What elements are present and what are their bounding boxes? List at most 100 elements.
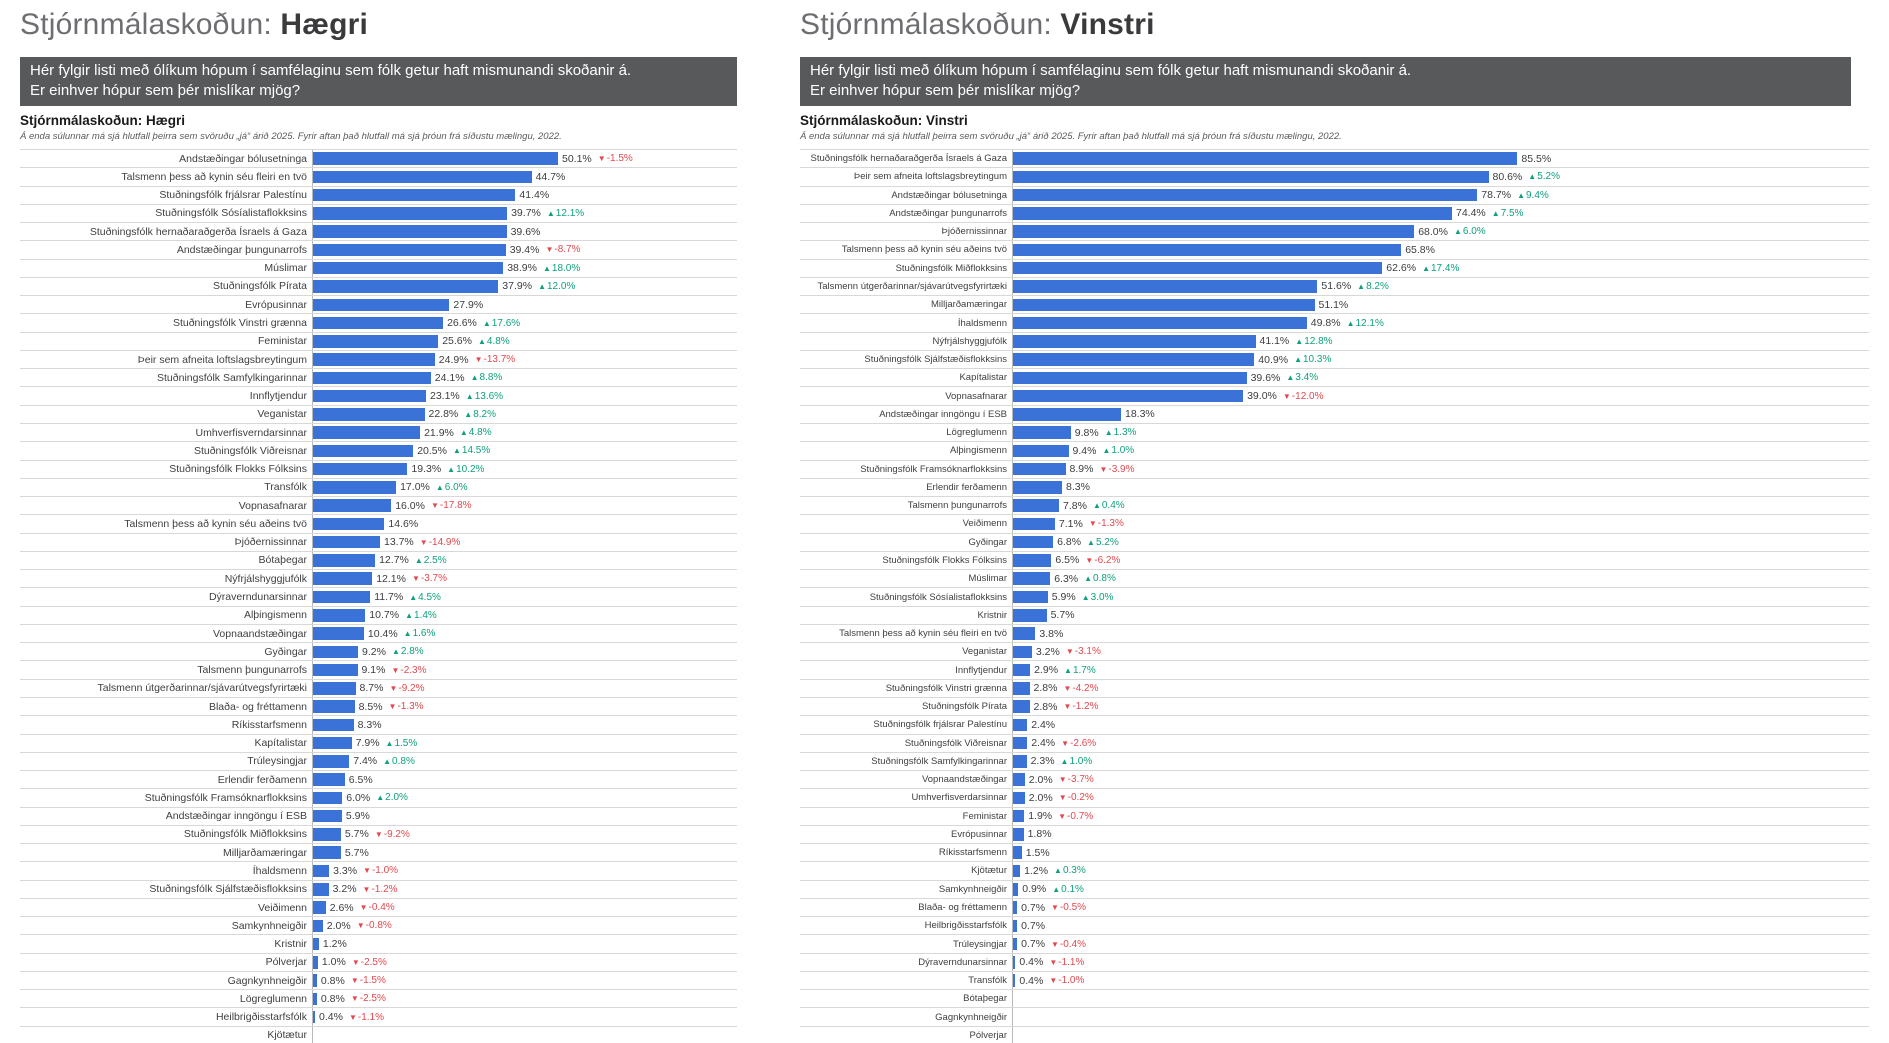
value-label: 25.6% [442,335,472,348]
bar [313,590,371,604]
chart-row: Umhverfisverndarsinnar 21.9% ▲4.8% [20,423,737,443]
category-label: Andstæðingar þungunarrofs [889,207,1007,219]
chart-row: Kristnir 5.7% [800,606,1869,625]
chart-row: Samkynhneigðir 0.9% ▲0.1% [800,880,1869,899]
chart-footnote: Á enda súlunnar má sjá hlutfall þeirra s… [20,131,562,142]
delta-label: ▲8.2% [464,409,496,420]
chart-row: Vopnasafnarar 16.0% ▼-17.8% [20,497,737,516]
chart-row: Heilbrigðisstarfsfólk 0.4% ▼-1.1% [20,1008,737,1027]
category-label: Erlendir ferðamenn [926,481,1007,493]
value-label: 23.1% [430,390,460,403]
value-label: 68.0% [1418,225,1448,238]
delta-arrow-icon: ▲ [376,793,385,803]
delta-arrow-icon: ▼ [1282,391,1291,401]
row-plot-area: 2.8% ▼-1.2% [1012,697,1869,716]
delta-value: 12.1% [1355,317,1384,329]
delta-arrow-icon: ▼ [351,957,360,967]
delta-value: 0.3% [1062,865,1086,877]
delta-arrow-icon: ▲ [385,738,394,748]
value-label: 20.5% [417,444,447,457]
value-label: 13.7% [384,536,414,549]
category-label: Talsmenn þess að kynin séu fleiri en tvö [121,170,307,183]
delta-arrow-icon: ▼ [348,1012,357,1022]
category-label: Heilbrigðisstarfsfólk [215,1011,307,1024]
bar [313,481,397,494]
delta-label: ▲17.4% [1422,263,1459,274]
row-plot-area: 50.1% ▼-1.5% [312,150,737,168]
delta-arrow-icon: ▼ [1085,555,1094,565]
row-plot-area: 2.8% ▼-4.2% [1012,679,1869,697]
chart-row: Stuðningsfólk Framsóknarflokksins 8.9% ▼… [800,460,1869,479]
delta-label: ▲0.8% [383,756,415,767]
chart-row: Stuðningsfólk Sjálfstæðisflokksins 3.2% … [20,880,737,899]
chart-row: Transfólk 0.4% ▼-1.0% [800,971,1869,991]
row-plot-area: 0.8% ▼-1.5% [312,971,737,990]
delta-value: -13.7% [483,354,516,366]
row-plot-area: 5.9% [312,807,737,825]
delta-label: ▲14.5% [453,445,490,456]
value-label: 6.8% [1057,536,1082,549]
delta-value: -8.7% [554,244,581,256]
delta-arrow-icon: ▼ [359,903,368,913]
row-plot-area: 38.9% ▲18.0% [312,259,737,277]
chart-row: Gagnkynhneigðir [800,1008,1869,1027]
chart-row: Stuðningsfólk frjálsrar Palestínu 41.4% [20,186,737,205]
row-plot-area: 3.2% ▼-1.2% [312,880,737,898]
value-label: 22.8% [428,408,459,421]
value-label: 3.3% [333,864,358,877]
category-label: Lögreglumenn [239,992,307,1005]
delta-arrow-icon: ▲ [1286,373,1295,383]
category-label: Stuðningsfólk Miðflokksins [183,828,307,841]
bar [313,755,350,768]
delta-value: 3.0% [1090,591,1114,603]
row-plot-area: 21.9% ▲4.8% [312,423,737,442]
delta-value: 2.8% [400,646,424,658]
row-plot-area: 1.2% ▲0.3% [1012,862,1869,880]
category-label: Veiðimenn [257,901,307,914]
value-label: 39.6% [510,225,541,238]
chart-row: Ríkisstarfsmenn 8.3% [20,716,737,735]
chart-row: Gagnkynhneigðir 0.8% ▼-1.5% [20,971,737,991]
chart-row: Talsmenn þungunarrofs 7.8% ▲0.4% [800,497,1869,516]
category-label: Stuðningsfólk Pírata [213,280,307,293]
delta-label: ▼-17.8% [431,500,472,511]
row-plot-area: 5.7% [312,844,737,862]
row-plot-area: 9.1% ▼-2.3% [312,661,737,679]
delta-value: 9.4% [1526,189,1549,201]
delta-value: 18.0% [551,262,581,274]
delta-arrow-icon: ▼ [391,665,400,675]
bar [313,243,506,257]
delta-value: -17.8% [439,500,472,512]
row-plot-area: 8.3% [312,716,737,734]
delta-arrow-icon: ▲ [1517,190,1525,200]
delta-arrow-icon: ▼ [356,921,365,931]
value-label: 6.5% [348,773,373,786]
value-label: 5.7% [344,846,369,859]
value-label: 2.4% [1031,737,1056,750]
bar [1013,937,1018,951]
category-label: Talsmenn þungunarrofs [907,500,1007,512]
bar [1013,572,1051,585]
page-title-prefix: Stjórnmálaskoðun: [800,8,1061,41]
category-label: Vopnaandstæðingar [213,627,307,640]
row-plot-area: 2.0% ▼-0.8% [312,917,737,935]
delta-label: ▲1.6% [404,628,436,639]
delta-arrow-icon: ▲ [383,756,392,766]
delta-arrow-icon: ▲ [1084,574,1093,584]
delta-label: ▼-1.0% [1049,975,1084,986]
delta-arrow-icon: ▲ [1054,866,1062,876]
chart-row: Stuðningsfólk Miðflokksins 5.7% ▼-9.2% [20,825,737,845]
bar [313,389,426,403]
delta-label: ▼-2.5% [352,957,387,968]
delta-label: ▲2.5% [415,555,447,566]
bar [1013,389,1244,403]
delta-value: 14.5% [461,445,491,457]
row-plot-area: 0.4% ▼-1.1% [1012,953,1869,971]
chart-row: Stuðningsfólk Viðreisnar 20.5% ▲14.5% [20,442,737,461]
bar [313,152,558,165]
value-label: 0.4% [319,1011,343,1024]
chart-row: Talsmenn útgerðarinnar/sjávarútvegsfyrir… [20,679,737,698]
chart-row: Talsmenn þess að kynin séu aðeins tvö 14… [20,515,737,534]
value-label: 2.6% [329,901,354,914]
delta-arrow-icon: ▲ [452,446,461,456]
